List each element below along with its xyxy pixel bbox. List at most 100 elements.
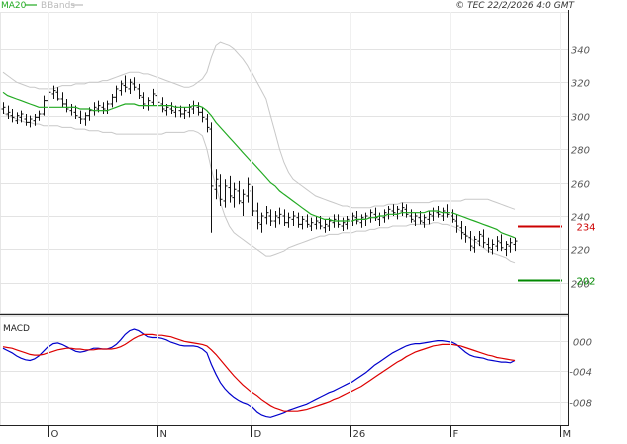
price-bar bbox=[286, 212, 291, 228]
price-bar bbox=[296, 212, 301, 228]
price-bar bbox=[182, 107, 187, 120]
x-tick-label: M bbox=[563, 429, 572, 440]
price-bar bbox=[37, 110, 42, 121]
price-bar bbox=[427, 210, 432, 225]
price-y-tick-label: 340 bbox=[571, 46, 590, 57]
price-bar bbox=[468, 231, 473, 252]
price-tags: 234 202 bbox=[518, 223, 596, 288]
price-y-tick-labels: 200 220 240 260 280 300 320 340 bbox=[571, 46, 590, 291]
price-bar bbox=[6, 105, 11, 120]
price-bar bbox=[499, 234, 504, 252]
x-tick-label: N bbox=[160, 429, 167, 440]
price-bar bbox=[463, 226, 468, 243]
price-bar bbox=[223, 179, 228, 208]
price-bar bbox=[404, 204, 409, 218]
price-bar bbox=[413, 212, 418, 227]
price-bar bbox=[24, 114, 29, 126]
price-bar bbox=[218, 174, 223, 206]
price-bar bbox=[19, 110, 24, 123]
price-tag-label: 234 bbox=[576, 223, 595, 234]
price-bar bbox=[255, 202, 260, 230]
price-bar bbox=[291, 210, 296, 227]
macd-y-tick-labels: 000 -004 -008 bbox=[569, 338, 592, 410]
price-y-tick-label: 200 bbox=[571, 280, 590, 291]
price-bar bbox=[422, 214, 427, 228]
price-bar bbox=[513, 237, 518, 252]
price-tag: 234 bbox=[518, 223, 596, 234]
price-bar bbox=[508, 237, 513, 253]
price-bar bbox=[323, 219, 328, 233]
price-bar bbox=[259, 212, 264, 233]
price-bar bbox=[264, 205, 269, 225]
price-bar bbox=[477, 231, 482, 247]
ma20-line-group bbox=[2, 91, 516, 239]
price-bar bbox=[196, 102, 201, 116]
price-bar bbox=[354, 210, 359, 225]
price-bar bbox=[454, 214, 459, 233]
price-bar bbox=[300, 216, 305, 230]
price-bar bbox=[341, 217, 346, 232]
price-bar bbox=[214, 169, 219, 200]
price-bar bbox=[132, 77, 137, 91]
macd-y-tick-label: -008 bbox=[569, 399, 592, 410]
price-bar bbox=[110, 93, 115, 108]
price-bar bbox=[400, 202, 405, 217]
x-tick-label: O bbox=[51, 429, 59, 440]
price-bar bbox=[268, 209, 273, 227]
price-bar bbox=[200, 107, 205, 123]
price-bar bbox=[232, 182, 237, 208]
price-bar bbox=[472, 236, 477, 253]
price-tag: 202 bbox=[518, 277, 596, 288]
price-bar bbox=[359, 214, 364, 228]
price-bar bbox=[273, 210, 278, 228]
price-bar bbox=[101, 102, 106, 115]
price-bar bbox=[51, 85, 56, 99]
price-y-tick-label: 220 bbox=[571, 246, 590, 257]
price-bar bbox=[78, 110, 83, 125]
x-tick-label: F bbox=[453, 429, 459, 440]
price-bar bbox=[490, 239, 495, 255]
price-bar bbox=[309, 217, 314, 232]
x-tick-label: D bbox=[254, 429, 262, 440]
macd-signal-line bbox=[2, 333, 516, 412]
price-bar bbox=[305, 214, 310, 228]
price-bar bbox=[241, 189, 246, 217]
price-bar bbox=[119, 80, 124, 96]
price-y-tick-label: 240 bbox=[571, 213, 590, 224]
macd-y-tick-label: 000 bbox=[573, 338, 592, 349]
price-bar bbox=[128, 78, 133, 94]
price-y-tick-label: 320 bbox=[571, 79, 590, 90]
price-grid bbox=[0, 49, 568, 284]
price-bar bbox=[228, 175, 233, 203]
price-bar bbox=[495, 236, 500, 252]
ma20-line bbox=[2, 91, 516, 239]
price-bar bbox=[277, 207, 282, 225]
price-bar bbox=[137, 83, 142, 99]
bband-upper-line bbox=[2, 41, 516, 210]
price-bar bbox=[123, 75, 128, 93]
price-bar bbox=[28, 115, 33, 128]
price-bar bbox=[10, 108, 15, 123]
price-bar bbox=[160, 97, 165, 113]
price-y-tick-label: 280 bbox=[571, 146, 590, 157]
price-bar bbox=[314, 216, 319, 230]
price-bar bbox=[55, 87, 60, 101]
x-tick-labels: O N D 26 F M bbox=[48, 12, 572, 440]
legend-ma20-label: MA20 bbox=[1, 1, 27, 11]
price-bar bbox=[205, 114, 210, 133]
price-bar bbox=[246, 177, 251, 203]
price-bar bbox=[1, 102, 6, 115]
price-bar bbox=[282, 209, 287, 227]
price-bar bbox=[345, 216, 350, 230]
price-bar bbox=[459, 221, 464, 240]
price-bar bbox=[64, 98, 69, 113]
x-tick-label: 26 bbox=[353, 429, 366, 440]
price-bars bbox=[1, 75, 518, 257]
price-bar bbox=[481, 229, 486, 248]
price-bar bbox=[409, 209, 414, 223]
macd-grid bbox=[0, 341, 568, 403]
price-bar bbox=[60, 92, 65, 108]
price-y-tick-label: 300 bbox=[571, 113, 590, 124]
